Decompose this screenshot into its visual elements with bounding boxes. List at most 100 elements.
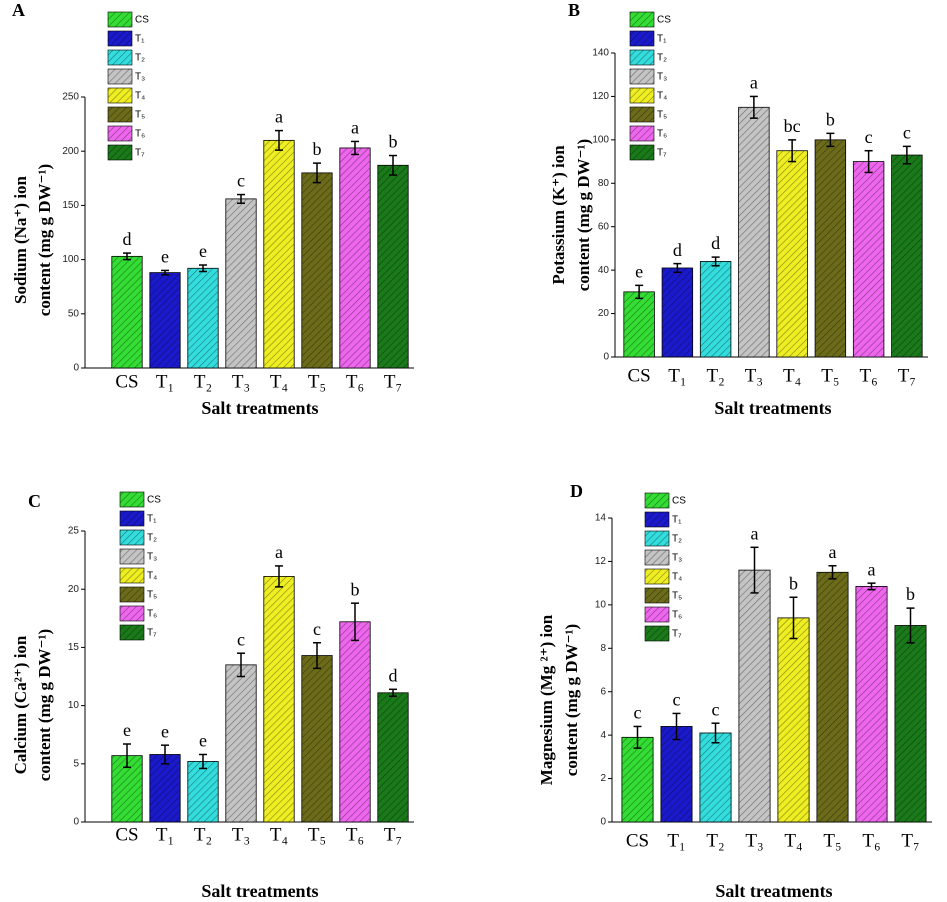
- y-axis-label: content (mg g DW⁻¹): [35, 629, 54, 781]
- panel-label: C: [28, 491, 41, 511]
- significance-letter: c: [237, 171, 245, 191]
- legend-label: T₃: [672, 553, 682, 564]
- x-tick-label: T₇: [384, 371, 402, 392]
- significance-letter: b: [826, 109, 835, 129]
- legend-swatch: [119, 510, 145, 527]
- x-tick-label: T₁: [667, 830, 685, 851]
- y-tick-label: 20: [598, 308, 610, 319]
- bar: [776, 150, 808, 358]
- bar: [699, 732, 732, 823]
- error-bar: [750, 546, 759, 594]
- bar: [377, 692, 409, 823]
- error-bar: [789, 596, 798, 640]
- y-tick-label: 2: [600, 773, 606, 784]
- legend-label: T₄: [135, 91, 145, 102]
- x-tick-label: T₃: [232, 371, 250, 392]
- x-axis-label: Salt treatments: [714, 398, 831, 418]
- x-tick-label: T₅: [823, 830, 841, 851]
- x-tick-label: T₅: [308, 824, 326, 845]
- legend-swatch: [119, 529, 145, 546]
- legend-label: T₆: [657, 129, 667, 140]
- legend-label: T₅: [657, 110, 667, 121]
- x-tick-label: T₂: [706, 830, 724, 851]
- legend-swatch: [644, 530, 670, 547]
- x-tick-label: CS: [626, 830, 649, 851]
- x-tick-label: T₃: [745, 830, 763, 851]
- bar: [187, 267, 219, 369]
- legend-label: T₃: [147, 552, 157, 563]
- y-tick-label: 5: [73, 758, 79, 769]
- error-bar: [199, 753, 207, 770]
- significance-letter: e: [161, 721, 169, 741]
- legend-swatch: [644, 549, 670, 566]
- y-tick-label: 200: [62, 146, 79, 157]
- x-tick-label: T₂: [194, 371, 212, 392]
- significance-letter: bc: [784, 116, 801, 136]
- x-tick-label: T₇: [901, 830, 919, 851]
- error-bar: [711, 256, 720, 267]
- y-tick-label: 0: [600, 817, 606, 828]
- bar: [660, 726, 693, 823]
- y-axis-label: Sodium (Na⁺) ion: [11, 175, 30, 304]
- significance-letter: e: [199, 731, 207, 751]
- legend-label: T₄: [147, 571, 157, 582]
- significance-letter: a: [275, 542, 283, 562]
- legend-label: CS: [147, 495, 161, 506]
- y-tick-label: 40: [598, 265, 610, 276]
- error-bar: [672, 712, 681, 741]
- bar: [699, 261, 732, 358]
- significance-letter: e: [199, 241, 207, 261]
- y-tick-label: 25: [68, 526, 80, 537]
- x-tick-label: T₅: [308, 371, 326, 392]
- y-tick-label: 250: [62, 92, 79, 103]
- legend-label: T₂: [672, 534, 682, 545]
- error-bar: [902, 145, 911, 165]
- y-axis-label: Magnesium (Mg ²⁺) ion: [537, 614, 556, 785]
- legend-label: T₃: [657, 72, 667, 83]
- legend-label: T₂: [147, 533, 157, 544]
- legend-swatch: [629, 87, 655, 104]
- legend-label: T₇: [672, 629, 682, 640]
- y-tick-label: 20: [68, 584, 80, 595]
- legend-label: T₁: [672, 515, 682, 526]
- error-bar: [123, 252, 131, 261]
- y-tick-label: 120: [592, 91, 609, 102]
- x-tick-label: T₁: [156, 824, 174, 845]
- legend-label: T₄: [657, 91, 667, 102]
- legend-swatch: [119, 567, 145, 584]
- x-tick-label: T₂: [194, 824, 212, 845]
- y-tick-label: 150: [62, 200, 79, 211]
- x-tick-label: T₁: [156, 371, 174, 392]
- legend-swatch: [119, 586, 145, 603]
- legend-label: CS: [657, 15, 671, 26]
- x-axis-label: Salt treatments: [715, 881, 832, 901]
- error-bar: [237, 652, 245, 678]
- x-tick-label: T₃: [232, 824, 250, 845]
- bar: [149, 754, 181, 823]
- legend-label: T₄: [672, 572, 682, 583]
- legend-label: T₆: [672, 610, 682, 621]
- significance-letter: c: [903, 122, 911, 142]
- legend-label: T₁: [135, 34, 145, 45]
- error-bar: [906, 607, 915, 644]
- legend-label: T₆: [135, 129, 145, 140]
- legend-label: T₆: [147, 609, 157, 620]
- legend-swatch: [119, 624, 145, 641]
- legend-label: T₁: [147, 514, 157, 525]
- legend-label: CS: [135, 15, 149, 26]
- error-bar: [123, 743, 131, 769]
- error-bar: [389, 154, 397, 176]
- significance-letter: e: [635, 261, 643, 281]
- y-axis-label: Potassium (K⁺) ion: [549, 145, 568, 285]
- y-axis-label: content (mg g DW⁻¹): [35, 164, 54, 316]
- error-bar: [826, 132, 835, 148]
- legend-swatch: [644, 568, 670, 585]
- significance-letter: a: [351, 118, 359, 138]
- legend-swatch: [644, 625, 670, 642]
- significance-letter: d: [711, 233, 720, 253]
- error-bar: [275, 565, 283, 588]
- significance-letter: e: [123, 720, 131, 740]
- x-tick-label: CS: [115, 824, 138, 845]
- significance-letter: c: [237, 629, 245, 649]
- y-tick-label: 140: [592, 48, 609, 59]
